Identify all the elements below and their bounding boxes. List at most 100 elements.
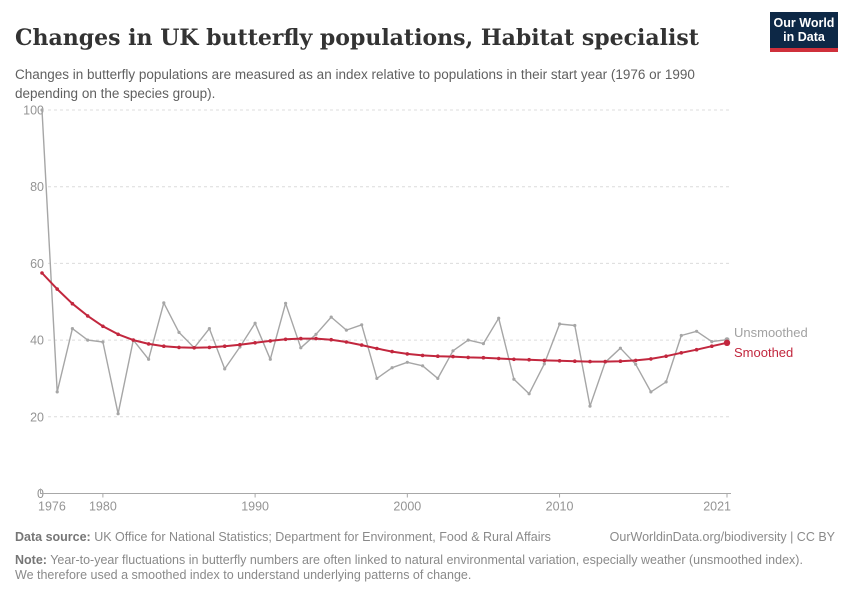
data-point-smoothed [329, 337, 334, 342]
data-point-smoothed [679, 351, 684, 355]
series-line-unsmoothed [41, 109, 728, 415]
data-point-smoothed [192, 346, 196, 350]
owid-logo-line1: Our World [773, 16, 835, 30]
data-point-unsmoothed [116, 412, 120, 416]
data-point-smoothed [633, 358, 638, 363]
data-point-smoothed [390, 349, 394, 354]
data-point-smoothed [253, 341, 257, 345]
data-point-unsmoothed [405, 360, 409, 364]
data-point-smoothed [649, 357, 653, 361]
x-axis-tick-label: 1976 [38, 500, 66, 514]
data-point-unsmoothed [421, 364, 425, 368]
data-point-smoothed [238, 342, 242, 347]
data-point-unsmoothed [147, 357, 151, 361]
data-point-smoothed [588, 359, 592, 364]
data-point-smoothed [40, 271, 44, 275]
data-point-smoothed [344, 340, 349, 344]
footer-source-row: Data source: UK Office for National Stat… [15, 530, 835, 546]
data-point-smoothed [542, 358, 547, 363]
data-point-smoothed [162, 344, 166, 349]
data-point-unsmoothed [162, 301, 166, 305]
data-point-smoothed [603, 359, 607, 364]
data-point-unsmoothed [284, 301, 288, 305]
data-point-smoothed [512, 357, 516, 362]
data-point-unsmoothed [512, 377, 516, 381]
data-point-smoothed [436, 354, 440, 359]
data-point-unsmoothed [70, 327, 74, 331]
data-point-unsmoothed [618, 346, 623, 350]
data-point-unsmoothed [86, 338, 90, 342]
data-point-smoothed [314, 336, 318, 341]
data-source-line: Data source: UK Office for National Stat… [15, 530, 551, 546]
data-point-unsmoothed [497, 316, 501, 320]
y-axis-tick-label: 20 [30, 410, 44, 424]
chart-subtitle: Changes in butterfly populations are mea… [15, 66, 695, 101]
data-point-unsmoothed [375, 376, 379, 380]
data-point-smoothed [207, 345, 212, 350]
data-point-smoothed [481, 355, 486, 360]
series-label-smoothed: Smoothed [734, 345, 794, 360]
x-axis-tick-label: 2000 [393, 500, 421, 514]
data-point-smoothed [405, 352, 410, 356]
data-point-smoothed [420, 353, 425, 358]
data-point-unsmoothed [558, 322, 562, 326]
data-point-unsmoothed [588, 404, 592, 408]
data-point-unsmoothed [314, 332, 318, 336]
data-point-smoothed [527, 357, 531, 362]
y-axis-tick-label: 40 [30, 334, 44, 348]
x-axis-tick-label: 1980 [89, 500, 117, 514]
data-point-unsmoothed [344, 328, 348, 332]
data-point-smoothed [710, 344, 714, 349]
data-point-unsmoothed [329, 315, 333, 319]
data-point-smoothed [466, 355, 471, 360]
data-source-text: UK Office for National Statistics; Depar… [90, 530, 551, 544]
series-label-unsmoothed: Unsmoothed [734, 325, 808, 340]
x-axis-tick-label: 2010 [546, 500, 574, 514]
data-point-unsmoothed [679, 333, 683, 338]
data-point-smoothed [55, 287, 59, 291]
data-point-unsmoothed [436, 376, 440, 380]
series-line-smoothed [41, 272, 728, 363]
owid-cc-by-link[interactable]: OurWorldinData.org/biodiversity | CC BY [609, 530, 835, 544]
data-point-unsmoothed [299, 346, 303, 350]
data-point-unsmoothed [710, 340, 714, 344]
data-point-smoothed [85, 314, 90, 318]
data-point-unsmoothed [649, 390, 653, 394]
x-axis-tick-label: 1990 [241, 500, 269, 514]
data-point-unsmoothed [253, 321, 257, 325]
data-point-unsmoothed [101, 340, 105, 344]
y-axis-tick-label: 60 [30, 257, 44, 271]
data-point-smoothed [723, 339, 731, 346]
data-point-smoothed [694, 347, 699, 352]
data-point-smoothed [496, 356, 501, 361]
footer-note: Note: Year-to-year fluctuations in butte… [15, 553, 807, 584]
data-point-smoothed [146, 342, 151, 346]
data-point-smoothed [299, 336, 303, 341]
data-point-unsmoothed [527, 392, 531, 396]
data-point-unsmoothed [207, 327, 211, 331]
data-point-unsmoothed [40, 108, 44, 112]
data-point-smoothed [222, 344, 227, 349]
data-point-smoothed [664, 354, 668, 359]
y-axis-tick-label: 80 [30, 180, 44, 194]
data-point-unsmoothed [390, 366, 394, 370]
data-point-unsmoothed [55, 390, 59, 394]
data-point-unsmoothed [542, 362, 546, 366]
data-point-smoothed [268, 339, 273, 343]
data-point-unsmoothed [268, 357, 272, 361]
data-point-unsmoothed [634, 362, 638, 366]
data-point-smoothed [101, 324, 105, 329]
data-point-unsmoothed [451, 349, 455, 353]
x-axis-tick-label: 2021 [703, 500, 731, 514]
data-point-smoothed [451, 354, 455, 359]
page-title: Changes in UK butterfly populations, Hab… [15, 24, 699, 51]
data-point-smoothed [116, 332, 120, 337]
owid-logo[interactable]: Our World in Data [770, 12, 838, 52]
data-point-unsmoothed [481, 342, 485, 346]
data-point-unsmoothed [573, 323, 577, 328]
data-point-smoothed [375, 346, 379, 351]
data-point-unsmoothed [466, 338, 470, 342]
note-label: Note: [15, 552, 47, 567]
